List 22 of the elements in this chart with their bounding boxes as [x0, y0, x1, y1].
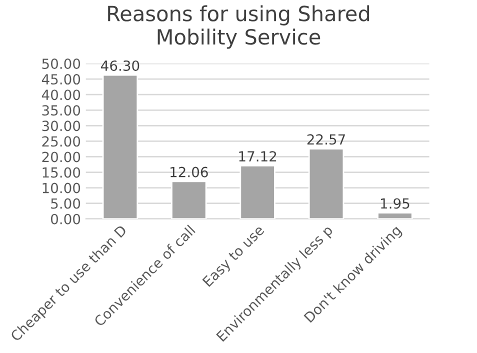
data-label: 1.95 — [381, 198, 410, 209]
y-tick-label: 50.00 — [42, 58, 80, 70]
y-tick-label: 0.00 — [50, 214, 80, 224]
y-tick-label: 30.00 — [42, 120, 80, 132]
bar — [171, 180, 207, 219]
y-tick-label: 25.00 — [42, 136, 80, 147]
y-tick-label: 15.00 — [42, 167, 80, 178]
bar — [240, 164, 276, 219]
data-label: 22.57 — [307, 134, 345, 145]
y-tick-label: 20.00 — [42, 152, 80, 162]
y-tick-label: 35.00 — [42, 105, 80, 116]
bar — [377, 212, 413, 219]
bar — [102, 74, 138, 219]
data-label: 12.06 — [170, 166, 208, 178]
y-tick-label: 10.00 — [42, 182, 80, 194]
y-tick-label: 45.00 — [42, 74, 80, 85]
chart-title: Reasons for using Shared Mobility Service — [108, 5, 370, 49]
bar — [308, 148, 344, 219]
y-tick-label: 40.00 — [42, 90, 80, 100]
data-label: 17.12 — [239, 151, 276, 162]
data-label: 46.30 — [101, 60, 140, 71]
y-tick-label: 5.00 — [51, 198, 80, 209]
